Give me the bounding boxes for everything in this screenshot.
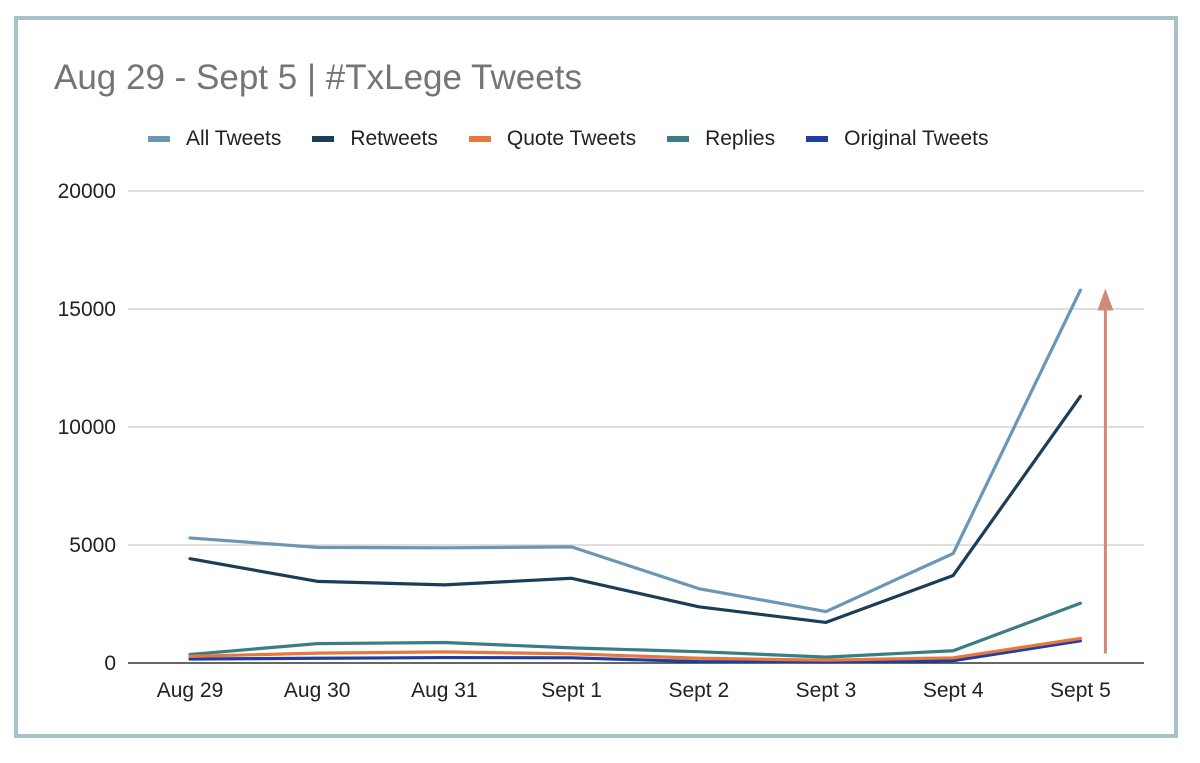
- y-axis-ticks: 0 5000 10000 15000 20000: [58, 180, 116, 675]
- series-line-quote-tweets: [188, 636, 1083, 662]
- legend-swatch: [312, 136, 335, 142]
- grid-lines: [128, 190, 1144, 664]
- legend-label: Replies: [705, 127, 776, 150]
- legend-swatch: [468, 136, 491, 142]
- legend-label: Retweets: [350, 127, 438, 150]
- annotation-layer: [1097, 288, 1114, 654]
- series-line-replies: [188, 601, 1083, 659]
- legend-swatch: [148, 136, 170, 142]
- y-tick-label: 0: [104, 652, 116, 675]
- x-tick-label: Aug 31: [411, 679, 478, 702]
- legend-item: Retweets: [312, 127, 438, 151]
- series-line-retweets: [188, 394, 1083, 625]
- y-tick-label: 15000: [58, 298, 116, 321]
- x-tick-label: Sept 2: [668, 679, 729, 702]
- x-axis-ticks: Aug 29 Aug 30 Aug 31 Sept 1 Sept 2 Sept 3 Sept…: [157, 679, 1111, 702]
- x-tick-label: Aug 29: [157, 679, 224, 702]
- series-line-original-tweets: [188, 639, 1083, 664]
- legend-label: Original Tweets: [844, 127, 989, 150]
- legend-swatch: [667, 136, 690, 142]
- series-lines: [188, 288, 1083, 664]
- x-tick-label: Aug 30: [284, 679, 351, 702]
- y-tick-label: 20000: [58, 180, 116, 203]
- legend-label: Quote Tweets: [506, 127, 637, 150]
- legend-swatch: [806, 136, 829, 142]
- legend-item: Quote Tweets: [468, 127, 637, 151]
- x-tick-label: Sept 4: [923, 679, 984, 702]
- y-tick-label: 5000: [69, 534, 116, 557]
- legend-item: Replies: [667, 127, 775, 151]
- x-tick-label: Sept 3: [796, 679, 857, 702]
- x-tick-label: Sept 5: [1050, 679, 1111, 702]
- legend-item: All Tweets: [148, 127, 281, 151]
- chart-title: Aug 29 - Sept 5 | #TxLege Tweets: [54, 58, 582, 97]
- chart-legend: All Tweets Retweets Quote Tweets Replies Ori…: [148, 127, 1019, 151]
- legend-label: All Tweets: [186, 127, 282, 150]
- series-line-all-tweets: [188, 288, 1083, 614]
- y-tick-label: 10000: [58, 416, 116, 439]
- chart-frame: [14, 16, 1178, 738]
- legend-item: Original Tweets: [806, 127, 988, 151]
- annotation-arrow-head: [1097, 288, 1114, 311]
- x-tick-label: Sept 1: [541, 679, 602, 702]
